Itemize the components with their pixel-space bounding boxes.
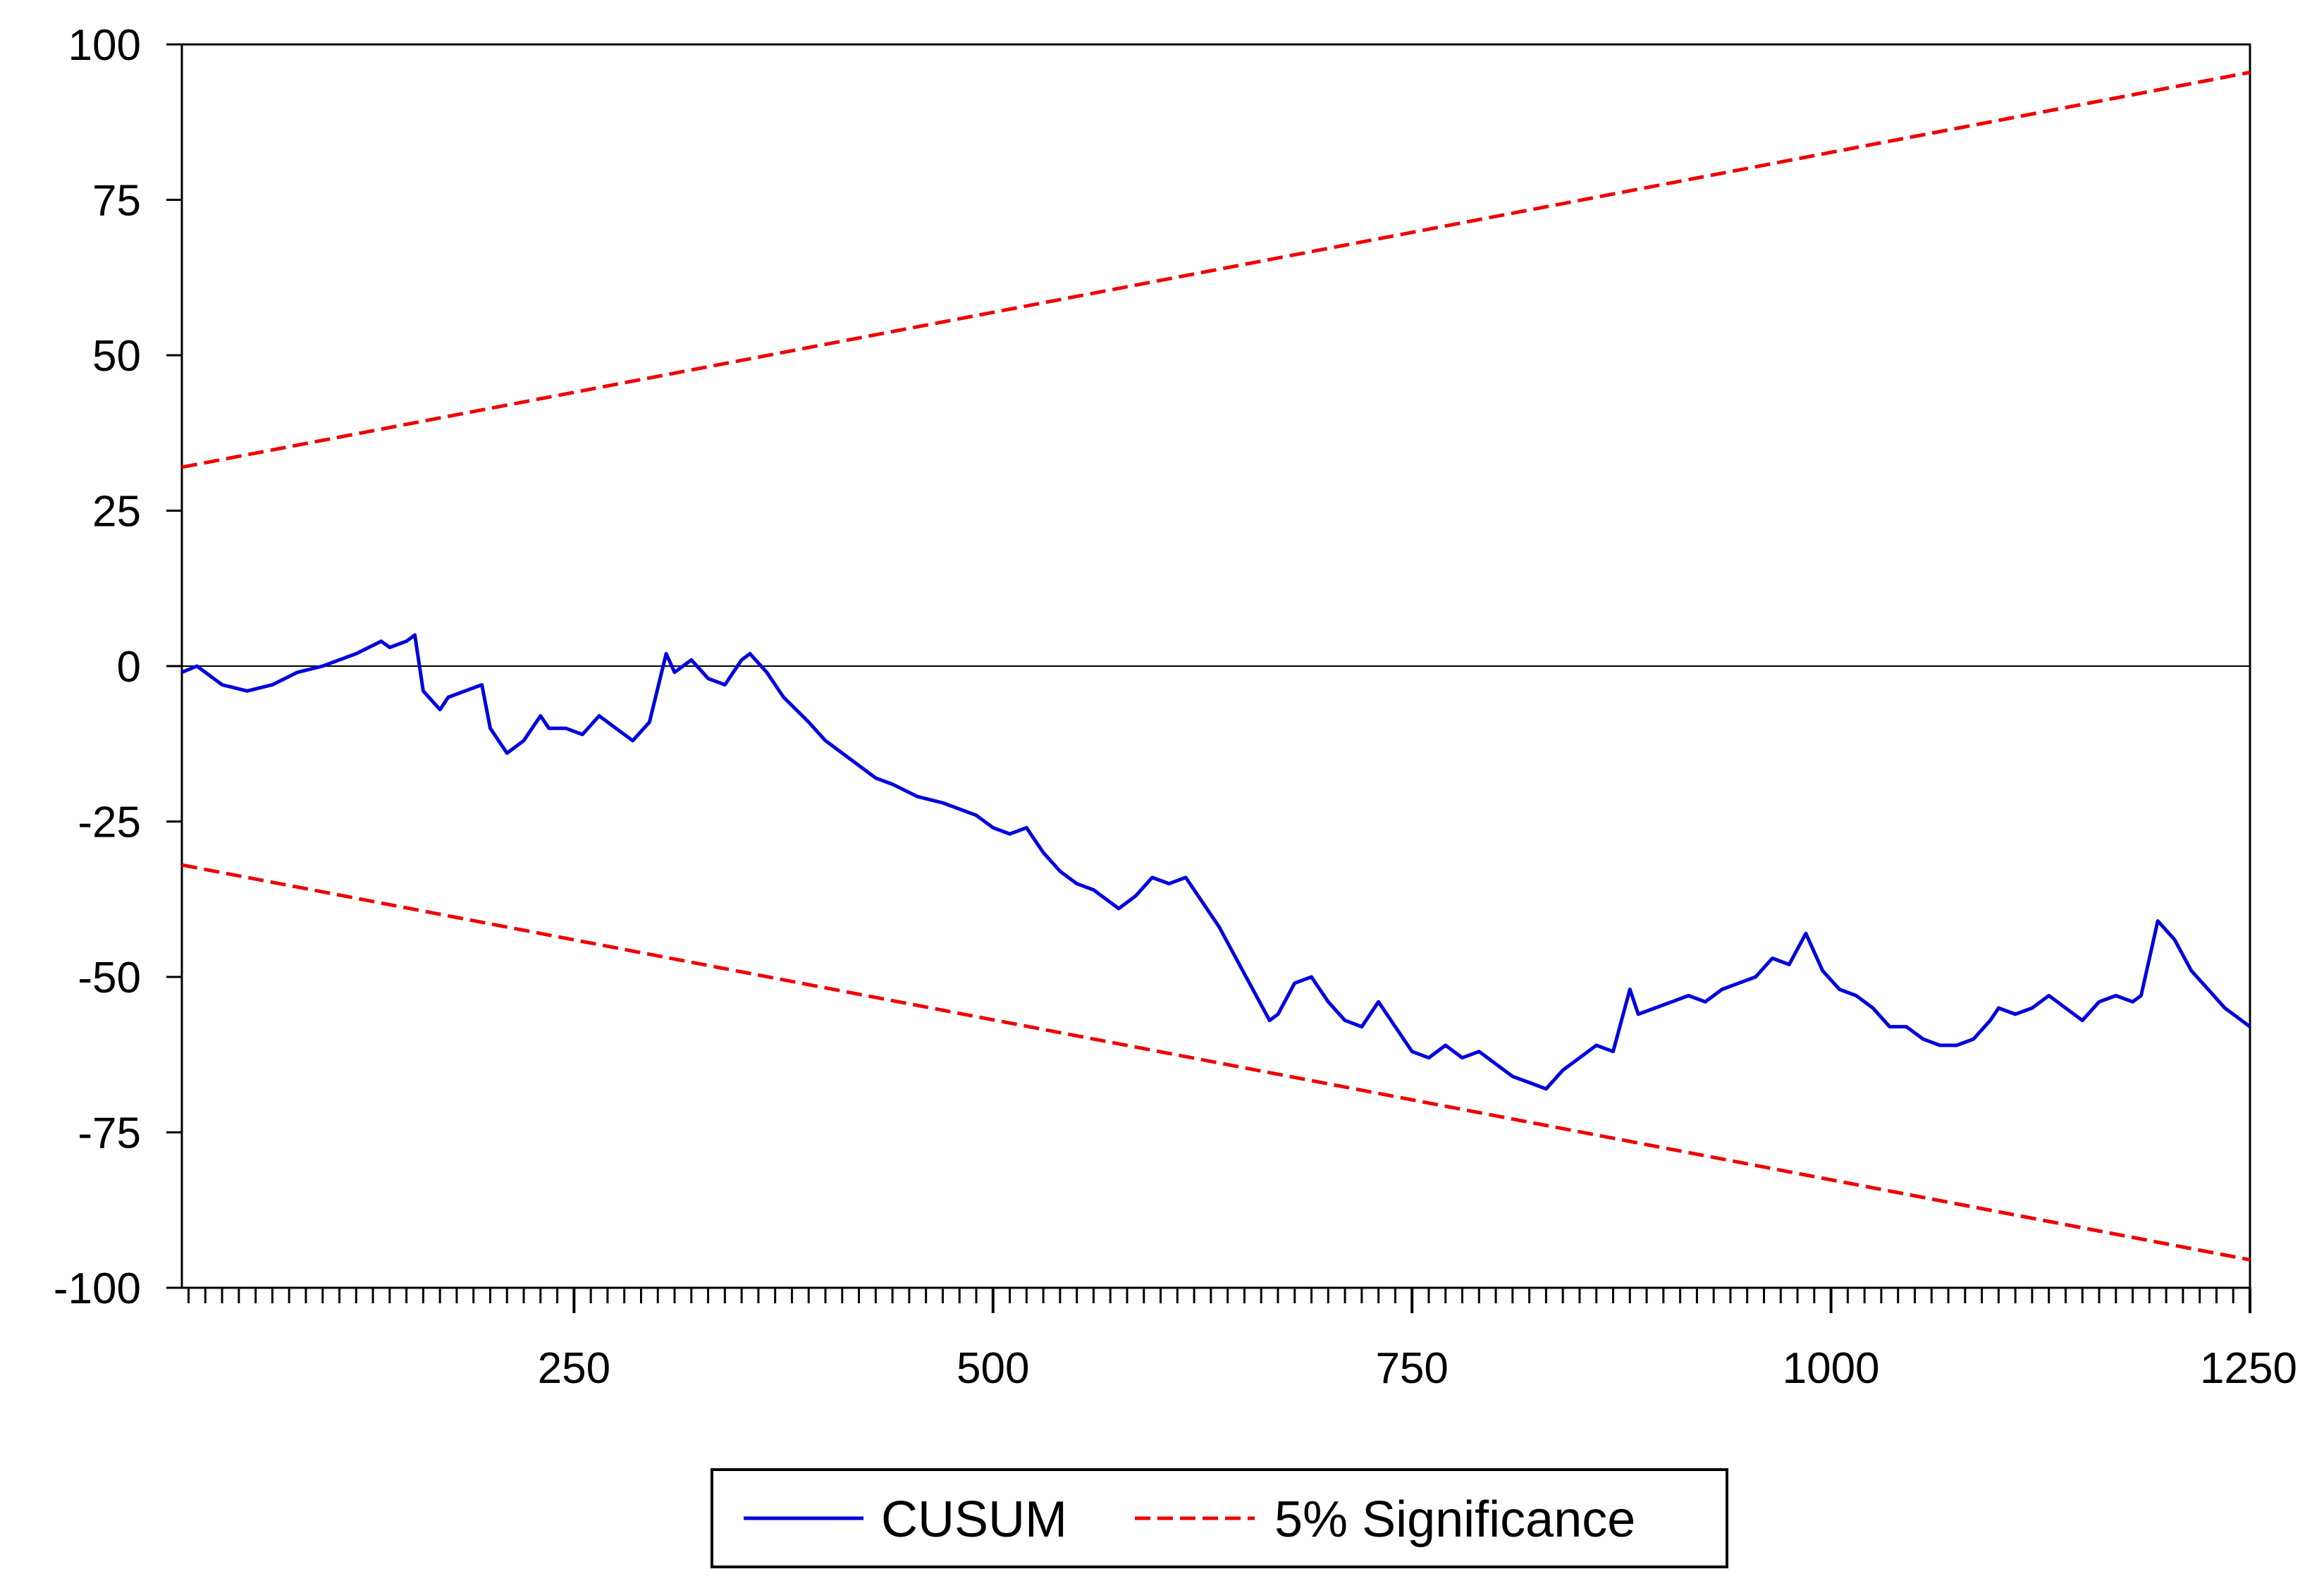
significance-line-2 bbox=[181, 863, 2251, 1262]
y-tick-label: -25 bbox=[78, 799, 141, 847]
legend-label-0: CUSUM bbox=[881, 1491, 1067, 1548]
significance-line-1 bbox=[181, 70, 2251, 469]
y-tick-label: -100 bbox=[54, 1265, 141, 1313]
x-tick-label: 250 bbox=[538, 1344, 610, 1393]
y-tick-label: 75 bbox=[92, 177, 141, 226]
x-axis: 250 500 750 1000 1250 bbox=[187, 1288, 2297, 1393]
x-tick-label: 1000 bbox=[1783, 1344, 1880, 1393]
x-tick-label: 750 bbox=[1375, 1344, 1448, 1393]
legend: CUSUM 5% Significance bbox=[711, 1468, 1728, 1568]
legend-label-1: 5% Significance bbox=[1274, 1491, 1635, 1548]
cusum-line bbox=[181, 633, 2251, 1091]
y-tick-label: 50 bbox=[92, 332, 141, 381]
y-tick-label: -50 bbox=[78, 954, 141, 1002]
legend-box bbox=[711, 1468, 1728, 1568]
x-tick-label: 500 bbox=[957, 1344, 1029, 1393]
y-tick-label: -75 bbox=[78, 1109, 141, 1158]
y-tick-label: 100 bbox=[68, 21, 141, 70]
y-axis: 100 75 50 25 0 -25 -50 -75 -100 bbox=[54, 21, 182, 1313]
series-group bbox=[181, 70, 2251, 1262]
y-tick-label: 0 bbox=[117, 643, 141, 691]
y-tick-label: 25 bbox=[92, 488, 141, 536]
x-tick-label: 1250 bbox=[2200, 1344, 2297, 1393]
